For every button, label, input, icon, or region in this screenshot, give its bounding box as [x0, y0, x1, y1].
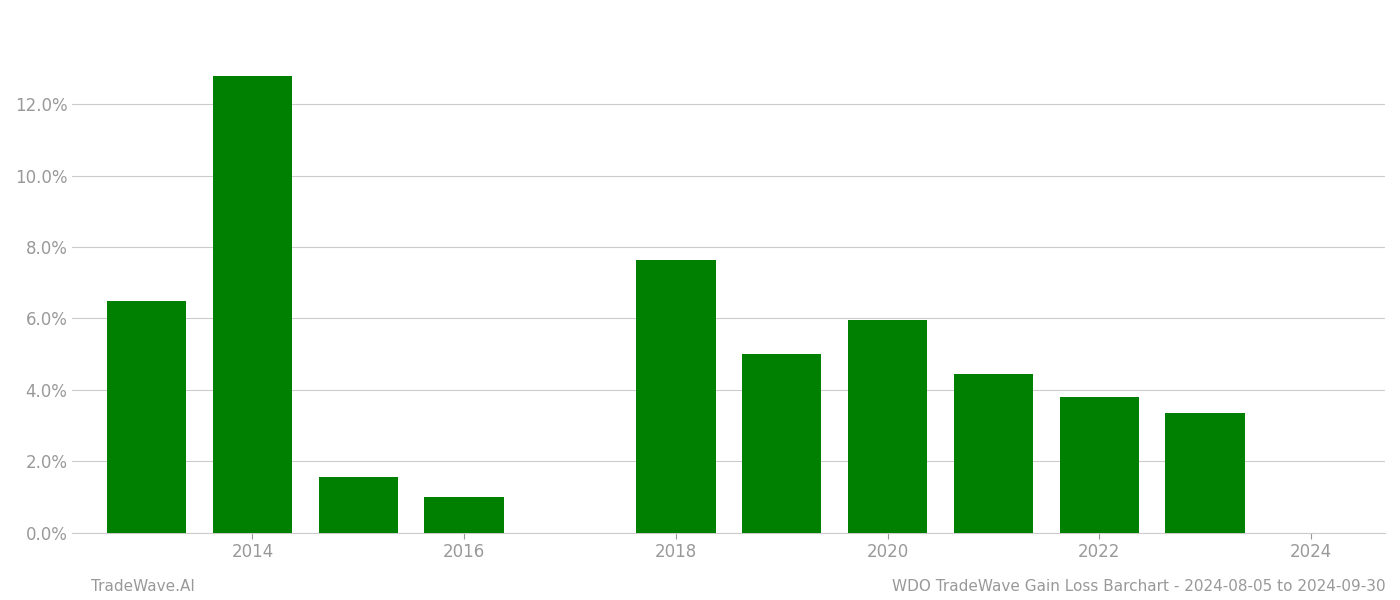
Text: TradeWave.AI: TradeWave.AI [91, 579, 195, 594]
Bar [106, 301, 186, 533]
Text: WDO TradeWave Gain Loss Barchart - 2024-08-05 to 2024-09-30: WDO TradeWave Gain Loss Barchart - 2024-… [892, 579, 1386, 594]
Bar [1060, 397, 1140, 533]
Bar [636, 260, 715, 533]
Bar [319, 477, 398, 533]
Bar [1165, 413, 1245, 533]
Bar [848, 320, 927, 533]
Bar [742, 354, 822, 533]
Bar [424, 497, 504, 533]
Bar [213, 76, 293, 533]
Bar [953, 374, 1033, 533]
